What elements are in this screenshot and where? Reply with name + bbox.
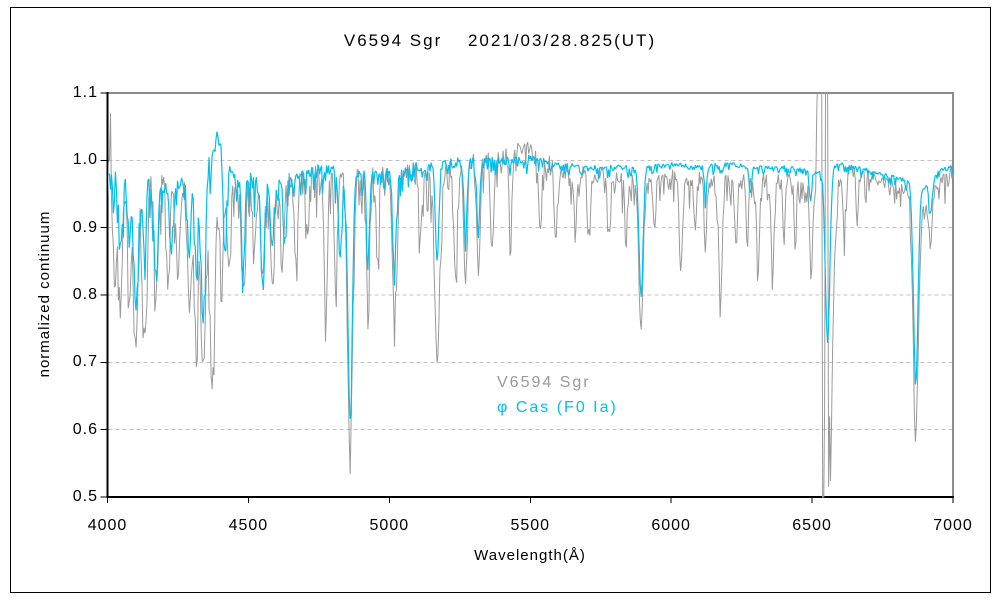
chart-title: V6594 Sgr 2021/03/28.825(UT) — [343, 31, 657, 50]
y-axis-label: normalized continuum — [36, 210, 53, 378]
x-tick-label: 6500 — [792, 517, 832, 534]
legend-item-target: V6594 Sgr — [497, 374, 591, 391]
series-line-v6594-sgr — [108, 92, 953, 498]
y-tick-label: 1.1 — [72, 84, 98, 101]
x-tick-label: 4000 — [87, 517, 128, 534]
y-tick-label: 0.5 — [72, 488, 98, 505]
x-tick-label: 4500 — [228, 517, 269, 534]
y-tick-label: 0.6 — [72, 420, 98, 438]
y-tick-label: 0.8 — [72, 286, 98, 303]
legend: V6594 Sgr φ Cas (F0 Ia) — [497, 370, 618, 420]
figure-border — [10, 7, 991, 593]
x-tick-label: 6000 — [651, 517, 691, 534]
y-tick-label: 0.7 — [72, 353, 98, 371]
y-tick-label: 0.9 — [72, 218, 98, 236]
y-tick-label: 1.0 — [72, 151, 98, 169]
series-line-phi-cas — [108, 131, 953, 419]
legend-item-comparison: φ Cas (F0 Ia) — [497, 399, 618, 416]
x-tick-label: 7000 — [933, 517, 973, 534]
x-tick-label: 5000 — [369, 517, 410, 534]
x-axis-label: Wavelength(Å) — [474, 547, 586, 564]
x-tick-label: 5500 — [510, 517, 551, 534]
